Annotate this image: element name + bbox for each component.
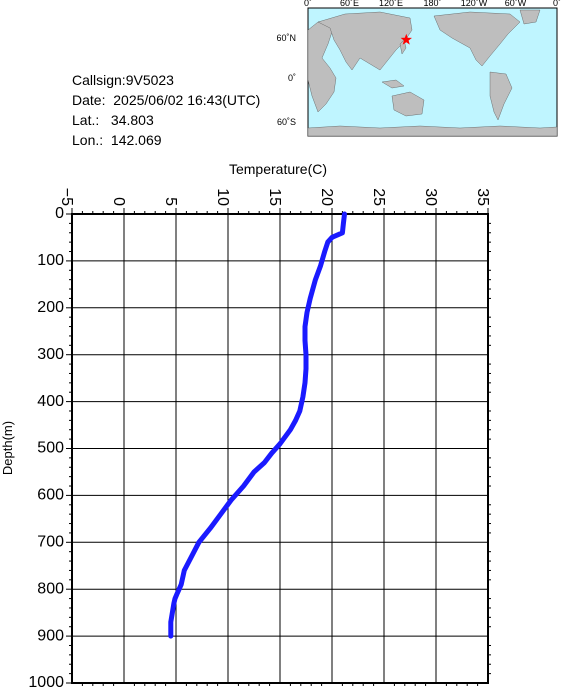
- station-info: Callsign:9V5023 Date: 2025/06/02 16:43(U…: [72, 70, 260, 150]
- lon-value: 142.069: [110, 132, 162, 148]
- chart-series: [168, 211, 347, 639]
- x-tick-label: 5: [162, 197, 179, 206]
- map-land: [307, 9, 558, 137]
- map-top-label: 60˚E: [340, 0, 359, 8]
- station-marker: [400, 33, 412, 45]
- temperature-profile-line: [168, 211, 347, 639]
- date-label: Date:: [72, 92, 106, 108]
- callsign-label: Callsign:: [72, 72, 126, 88]
- x-tick-label: 30: [422, 188, 439, 206]
- callsign-row: Callsign:9V5023: [72, 70, 260, 90]
- lon-row: Lon.: 142.069: [72, 130, 260, 150]
- callsign-value: 9V5023: [125, 72, 174, 88]
- chart-grid: [71, 213, 489, 684]
- date-row: Date: 2025/06/02 16:43(UTC): [72, 90, 260, 110]
- chart-tick-labels: −5 0 5 10 15 20 25 30 35010020030040050060070080…: [28, 188, 490, 690]
- x-tick-label: −5: [58, 188, 75, 206]
- x-axis-title: Temperature(C): [229, 161, 327, 177]
- y-tick-label: 1000: [28, 674, 64, 690]
- map-top-label: 180˚: [423, 0, 441, 8]
- y-tick-label: 0: [55, 205, 64, 222]
- map-top-label: 0˚: [553, 0, 561, 8]
- y-tick-label: 600: [37, 487, 64, 504]
- x-tick-label: 35: [474, 188, 491, 206]
- y-tick-label: 400: [37, 393, 64, 410]
- y-axis-title: Depth(m): [0, 421, 15, 475]
- y-tick-label: 700: [37, 534, 64, 551]
- location-map: 0˚ 60˚E 120˚E 180˚ 120˚W 60˚W 0˚ 60˚N 0˚ 60˚S: [276, 0, 561, 137]
- lon-label: Lon.:: [72, 132, 104, 148]
- x-tick-label: 10: [214, 188, 231, 206]
- map-top-label: 60˚W: [505, 0, 527, 8]
- map-left-label: 0˚: [288, 73, 296, 83]
- y-tick-label: 500: [37, 440, 64, 457]
- map-graticule-labels: 0˚ 60˚E 120˚E 180˚ 120˚W 60˚W 0˚ 60˚N 0˚ 60˚S: [276, 0, 561, 127]
- lat-label: Lat.:: [72, 112, 100, 128]
- map-left-label: 60˚S: [277, 117, 296, 127]
- y-tick-label: 800: [37, 580, 64, 597]
- y-tick-label: 100: [37, 252, 64, 269]
- lat-value: 34.803: [110, 112, 154, 128]
- date-value: 2025/06/02 16:43(UTC): [113, 92, 261, 108]
- x-tick-label: 20: [318, 188, 335, 206]
- y-tick-label: 200: [37, 299, 64, 316]
- x-tick-label: 25: [370, 188, 387, 206]
- lat-row: Lat.: 34.803: [72, 110, 260, 130]
- map-top-label: 0˚: [304, 0, 312, 8]
- plot-frame: [71, 213, 489, 684]
- y-tick-label: 900: [37, 627, 64, 644]
- map-top-label: 120˚W: [461, 0, 488, 8]
- map-top-label: 120˚E: [379, 0, 403, 8]
- y-tick-label: 300: [37, 346, 64, 363]
- x-tick-label: 15: [266, 188, 283, 206]
- station-star-icon: [400, 33, 412, 45]
- map-left-label: 60˚N: [276, 33, 296, 43]
- x-tick-label: 0: [110, 197, 127, 206]
